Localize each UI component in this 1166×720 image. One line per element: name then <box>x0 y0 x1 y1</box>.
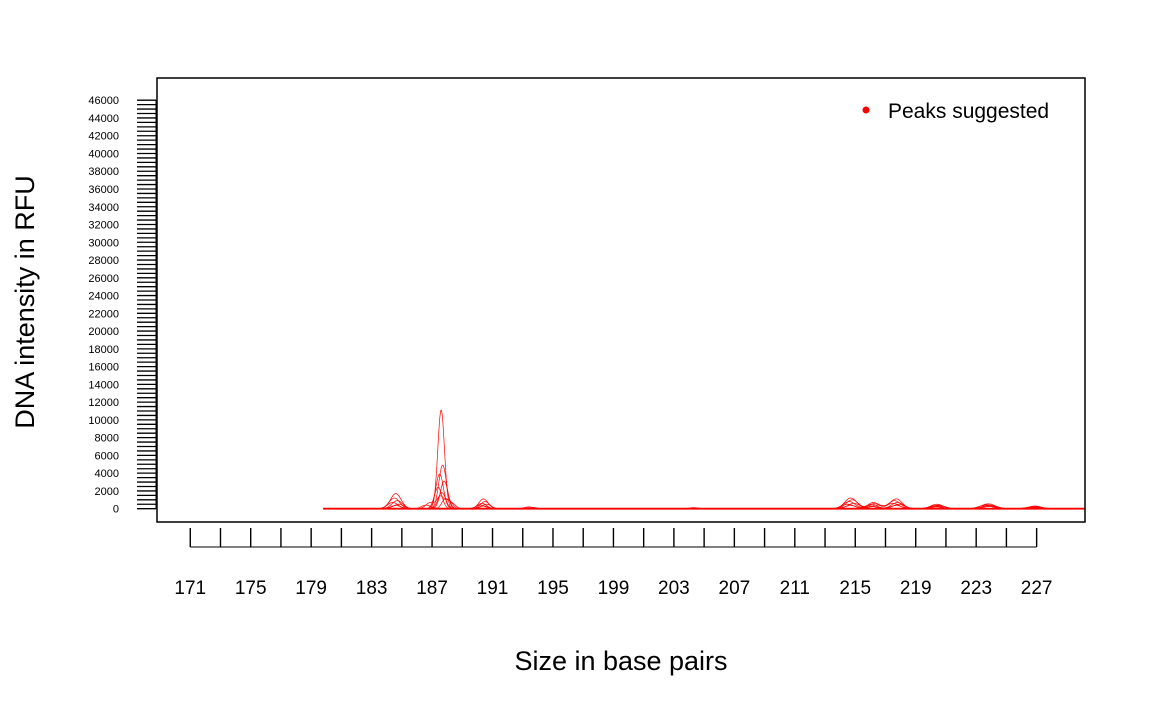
legend-label: Peaks suggested <box>888 100 1049 123</box>
x-tick-label: 195 <box>537 578 569 599</box>
legend: Peaks suggested <box>862 100 1049 123</box>
y-tick-label: 26000 <box>88 273 119 285</box>
y-tick-label: 24000 <box>88 291 119 303</box>
y-tick-label: 28000 <box>88 255 119 267</box>
y-tick-label: 22000 <box>88 308 119 320</box>
series-line <box>323 480 1085 510</box>
y-tick-label: 18000 <box>88 344 119 356</box>
y-tick-label: 4000 <box>95 468 119 480</box>
x-tick-label: 199 <box>598 578 630 599</box>
y-axis: 0 2000 4000 6000 8000 10000 12000 14000 16000 180… <box>88 95 157 516</box>
x-tick-label: 219 <box>900 578 932 599</box>
x-tick-label: 191 <box>477 578 509 599</box>
y-tick-label: 30000 <box>88 237 119 249</box>
x-tick-label: 179 <box>295 578 327 599</box>
x-tick-label: 171 <box>174 578 206 599</box>
y-tick-label: 38000 <box>88 166 119 178</box>
x-axis: 171 175 179 183 187 191 195 199 203 207 211 215 219 2… <box>174 528 1052 599</box>
y-tick-label: 20000 <box>88 326 119 338</box>
y-tick-label: 40000 <box>88 148 119 160</box>
y-axis-title: DNA intensity in RFU <box>10 175 40 429</box>
y-tick-label: 12000 <box>88 397 119 409</box>
y-tick-label: 14000 <box>88 379 119 391</box>
y-tick-label: 42000 <box>88 131 119 143</box>
legend-marker <box>862 106 870 114</box>
x-tick-label: 223 <box>960 578 992 599</box>
x-tick-label: 187 <box>416 578 448 599</box>
x-tick-label: 203 <box>658 578 690 599</box>
x-tick-label: 211 <box>780 578 810 599</box>
series-line <box>323 409 1085 510</box>
y-tick-label: 10000 <box>88 415 119 427</box>
y-tick-label: 0 <box>113 504 119 516</box>
y-tick-label: 32000 <box>88 220 119 232</box>
y-tick-label: 8000 <box>95 433 119 445</box>
x-tick-label: 183 <box>356 578 388 599</box>
x-axis-title: Size in base pairs <box>514 646 727 676</box>
plot-frame <box>156 77 1086 523</box>
series-group <box>323 409 1085 510</box>
x-tick-label: 175 <box>235 578 267 599</box>
plot-clip-group <box>323 409 1085 510</box>
x-tick-label: 215 <box>839 578 871 599</box>
x-tick-label: 207 <box>719 578 751 599</box>
y-tick-label: 16000 <box>88 362 119 374</box>
y-tick-label: 36000 <box>88 184 119 196</box>
y-tick-label: 44000 <box>88 113 119 125</box>
series-line <box>323 492 1085 510</box>
y-tick-label: 46000 <box>88 95 119 107</box>
y-tick-label: 6000 <box>95 450 119 462</box>
x-tick-label: 227 <box>1021 578 1053 599</box>
y-tick-label: 34000 <box>88 202 119 214</box>
y-tick-label: 2000 <box>95 486 119 498</box>
